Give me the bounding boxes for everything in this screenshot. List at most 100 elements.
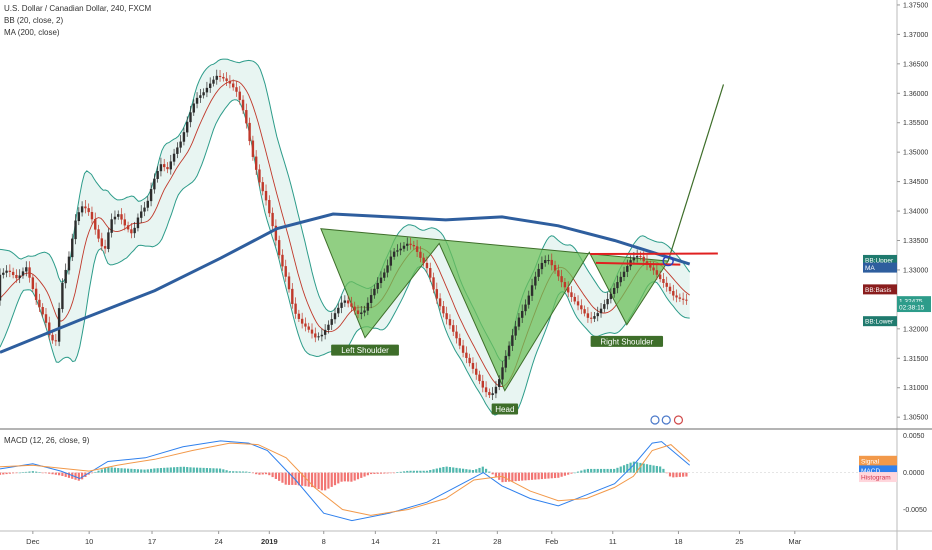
macd-histogram-bar: [599, 468, 603, 473]
macd-histogram-bar: [186, 467, 189, 473]
candle-body: [261, 182, 264, 192]
macd-histogram-bar: [64, 472, 67, 477]
macd-badge-label: MACD: [861, 468, 880, 475]
macd-histogram-bar: [51, 472, 54, 475]
candle-body: [281, 254, 284, 267]
macd-histogram-bar: [468, 469, 471, 473]
macd-histogram-bar: [573, 472, 576, 474]
candle-body: [429, 268, 432, 278]
candle-body: [186, 121, 189, 133]
macd-histogram-bar: [445, 466, 448, 473]
macd-histogram-bar: [153, 468, 156, 473]
macd-histogram-bar: [379, 472, 383, 474]
price-badge-label: BB:Upper: [865, 257, 894, 264]
candle-body: [402, 245, 406, 249]
candle-body: [215, 75, 218, 80]
candle-body: [176, 147, 179, 154]
candle-body: [320, 334, 324, 337]
macd-histogram-bar: [402, 471, 406, 473]
macd-histogram-bar: [218, 468, 222, 473]
macd-histogram-bar: [8, 472, 11, 474]
price-tick-label: 1.33500: [903, 238, 928, 245]
macd-histogram-bar: [386, 472, 389, 474]
time-tick-label: Feb: [545, 537, 558, 546]
macd-histogram-bar: [159, 468, 163, 473]
macd-histogram-bar: [163, 467, 166, 473]
macd-histogram-bar: [130, 468, 133, 473]
macd-histogram-bar: [383, 472, 386, 474]
candle-body: [310, 329, 314, 334]
bb-legend[interactable]: BB (20, close, 2): [4, 16, 64, 25]
macd-histogram-bar: [90, 472, 94, 474]
candle-body: [642, 256, 645, 262]
candle-body: [77, 212, 81, 222]
macd-histogram-bar: [255, 472, 258, 475]
macd-histogram-bar: [507, 472, 511, 482]
candle-body: [619, 276, 622, 283]
price-tick-label: 1.32000: [903, 326, 928, 333]
macd-histogram-bar: [28, 471, 31, 473]
macd-histogram-bar: [662, 468, 665, 473]
candle-body: [580, 305, 583, 310]
price-tick-label: 1.31000: [903, 385, 928, 392]
time-tick-label: 18: [674, 537, 682, 546]
candle-body: [225, 78, 228, 81]
candle-body: [652, 267, 655, 271]
price-badge-bg: [863, 284, 897, 295]
macd-histogram-bar: [264, 472, 268, 475]
time-tick-label: 8: [322, 537, 326, 546]
macd-histogram-bar: [557, 472, 560, 478]
macd-histogram-bar: [297, 472, 300, 486]
candle-body: [117, 214, 120, 217]
candle-body: [389, 256, 393, 266]
price-tick-label: 1.31500: [903, 356, 928, 363]
candle-body: [356, 310, 360, 314]
macd-histogram-bar: [347, 472, 350, 482]
macd-histogram-bar: [619, 466, 622, 473]
macd-legend[interactable]: MACD (12, 26, close, 9): [4, 436, 90, 445]
macd-histogram-bar: [353, 472, 356, 481]
time-tick-label: 10: [85, 537, 93, 546]
candle-body: [71, 238, 74, 258]
pattern-label-bg: [590, 335, 664, 347]
candle-body: [238, 91, 241, 101]
candle-body: [67, 256, 71, 271]
macd-histogram-bar: [18, 472, 21, 474]
price-tick-label: 1.37500: [903, 2, 928, 9]
macd-histogram-bar: [524, 472, 527, 481]
macd-histogram-bar: [304, 472, 307, 487]
candle-body: [90, 212, 94, 220]
macd-histogram-bar: [560, 472, 563, 477]
candle-body: [530, 285, 534, 296]
macd-tick-label: 0.0000: [903, 470, 925, 477]
candle-body: [524, 304, 527, 312]
macd-histogram-bar: [287, 472, 291, 485]
candle-body: [222, 76, 225, 79]
candle-body: [415, 246, 419, 252]
time-tick-label: 28: [493, 537, 501, 546]
macd-histogram-bar: [494, 472, 498, 478]
macd-histogram-bar: [241, 471, 245, 473]
candle-body: [228, 80, 232, 84]
macd-histogram-bar: [419, 470, 422, 473]
macd-histogram-bar: [245, 471, 248, 473]
head-shoulders-pattern: [320, 228, 669, 392]
macd-histogram-bar: [580, 470, 583, 473]
candle-body: [212, 79, 215, 84]
candle-body: [287, 276, 291, 290]
ma-legend[interactable]: MA (200, close): [4, 28, 60, 37]
macd-histogram-bar: [140, 469, 143, 473]
candle-body: [74, 220, 77, 240]
macd-histogram-bar: [465, 469, 468, 473]
candle-body: [25, 267, 28, 272]
macd-histogram-bar: [21, 472, 25, 473]
macd-histogram-bar: [133, 469, 136, 473]
candle-body: [304, 323, 307, 327]
candle-body: [291, 288, 294, 305]
macd-histogram-bar: [504, 472, 507, 482]
macd-histogram-bar: [527, 472, 530, 481]
candle-body: [573, 296, 576, 302]
price-badge-bg: [863, 316, 897, 327]
macd-histogram-bar: [435, 468, 438, 473]
